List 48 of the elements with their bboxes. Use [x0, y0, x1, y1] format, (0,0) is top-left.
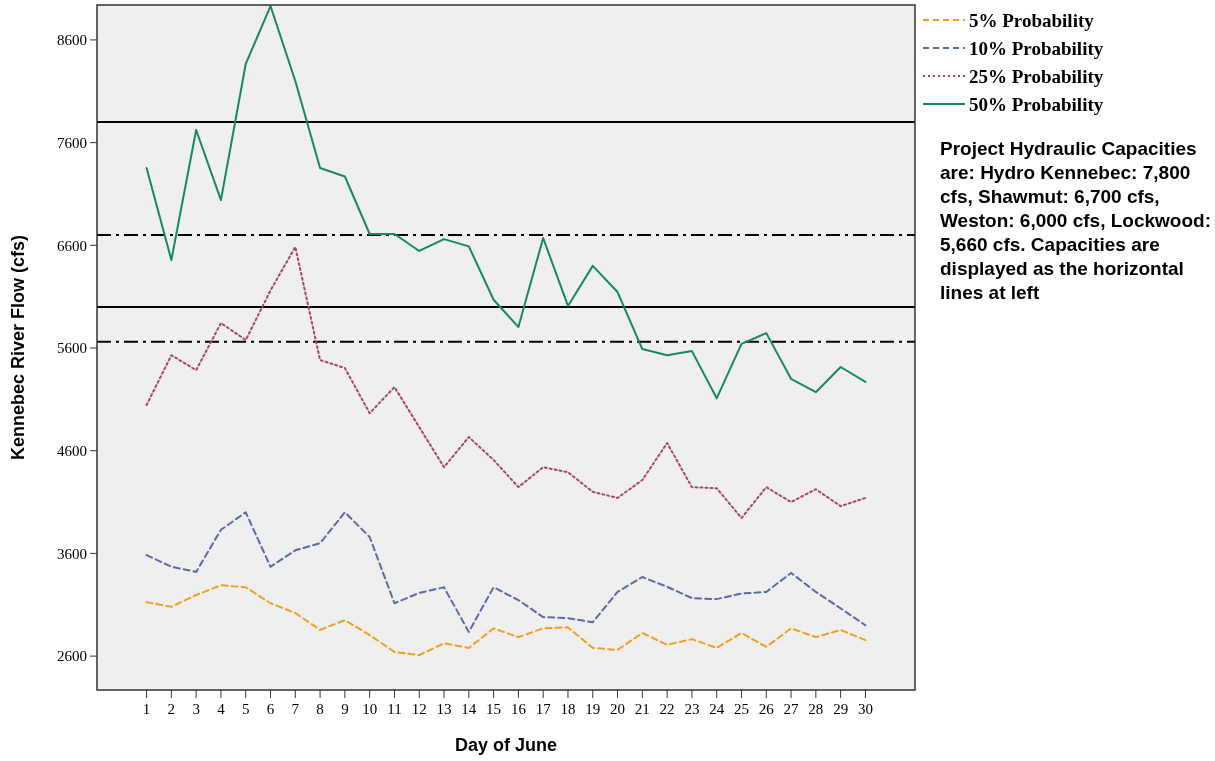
y-tick-label: 5600: [57, 340, 87, 357]
x-tick-label: 5: [241, 701, 250, 717]
y-tick-label: 8600: [57, 32, 87, 49]
x-tick-label: 1: [142, 701, 151, 717]
x-tick-label: 15: [486, 701, 502, 717]
y-tick-label: 6600: [57, 237, 87, 254]
x-tick-label: 10: [362, 701, 378, 717]
line-series: [145, 5, 867, 400]
y-tick-label: 7600: [57, 134, 87, 151]
line-series: [145, 584, 867, 657]
x-tick-label: 8: [316, 701, 324, 717]
x-tick-label: 9: [341, 701, 349, 717]
x-tick-label: 6: [266, 701, 275, 717]
y-tick-label: 3600: [57, 545, 87, 562]
x-tick-label: 20: [610, 701, 626, 717]
x-tick-label: 22: [659, 701, 675, 717]
y-tick-label: 2600: [57, 648, 87, 665]
x-tick-label: 19: [585, 701, 601, 717]
x-tick-label: 16: [510, 701, 527, 717]
x-tick-label: 23: [684, 701, 700, 717]
legend-label: 50% Probability: [969, 93, 1104, 115]
x-tick-label: 24: [709, 701, 725, 717]
x-tick-label: 14: [461, 701, 477, 717]
x-tick-label: 27: [783, 701, 800, 717]
x-tick-label: 7: [291, 701, 300, 717]
x-tick-label: 4: [217, 701, 226, 717]
legend-label: 5% Probability: [969, 9, 1095, 31]
x-tick-label: 11: [387, 701, 402, 717]
y-axis-title: Kennebec River Flow (cfs): [8, 234, 28, 461]
x-tick-label: 3: [192, 701, 200, 717]
x-tick-label: 26: [758, 701, 775, 717]
x-tick-label: 18: [560, 701, 576, 717]
x-tick-label: 2: [167, 701, 176, 717]
line-series: [145, 511, 867, 633]
x-tick-label: 29: [833, 701, 849, 717]
x-tick-label: 17: [535, 701, 552, 717]
x-tick-label: 13: [436, 701, 452, 717]
legend-label: 25% Probability: [969, 65, 1104, 87]
legend-label: 10% Probability: [969, 37, 1104, 59]
x-axis-title: Day of June: [454, 735, 558, 755]
line-series: [145, 245, 867, 519]
x-tick-label: 12: [411, 701, 427, 717]
x-tick-label: 21: [634, 701, 650, 717]
x-tick-label: 25: [733, 701, 749, 717]
y-tick-label: 4600: [57, 442, 87, 459]
text: Project Hydraulic Capacities are: Hydro Kennebec: 7,800 cfs, Shawmut: 6,700 cfs, Weston: 6,000 cfs, Lockwood: 5,660 cfs. Capacities are displayed as the horizontal lines at left: [940, 138, 1211, 303]
x-tick-label: 28: [808, 701, 824, 717]
x-tick-label: 30: [857, 701, 873, 717]
